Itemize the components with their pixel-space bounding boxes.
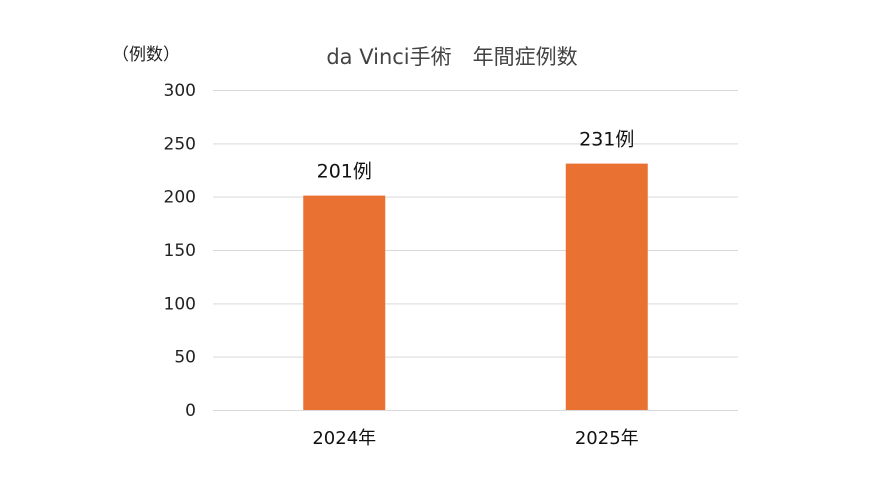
y-tick-label: 250 (164, 134, 196, 154)
y-tick-label: 200 (164, 188, 196, 208)
y-tick-label: 150 (164, 241, 196, 261)
y-tick-label: 0 (185, 401, 196, 421)
y-tick-label: 50 (174, 348, 196, 368)
bar-1 (303, 195, 386, 410)
bar-2 (565, 163, 648, 410)
y-axis-ticks: 0 50 100 150 200 250 300 (164, 81, 196, 421)
data-label-2: 231例 (579, 129, 634, 151)
bars (303, 163, 648, 410)
gridlines (213, 90, 738, 411)
data-labels: 201例 231例 (317, 129, 635, 183)
y-tick-label: 100 (164, 294, 196, 314)
y-axis-unit-label: （例数） (112, 45, 180, 65)
x-category-label-2: 2025年 (575, 428, 639, 449)
chart-title: da Vinci手術 年間症例数 (326, 45, 577, 69)
data-label-1: 201例 (317, 161, 372, 183)
x-category-label-1: 2024年 (312, 428, 376, 449)
y-tick-label: 300 (164, 81, 196, 101)
x-axis-labels: 2024年 2025年 (312, 428, 638, 449)
